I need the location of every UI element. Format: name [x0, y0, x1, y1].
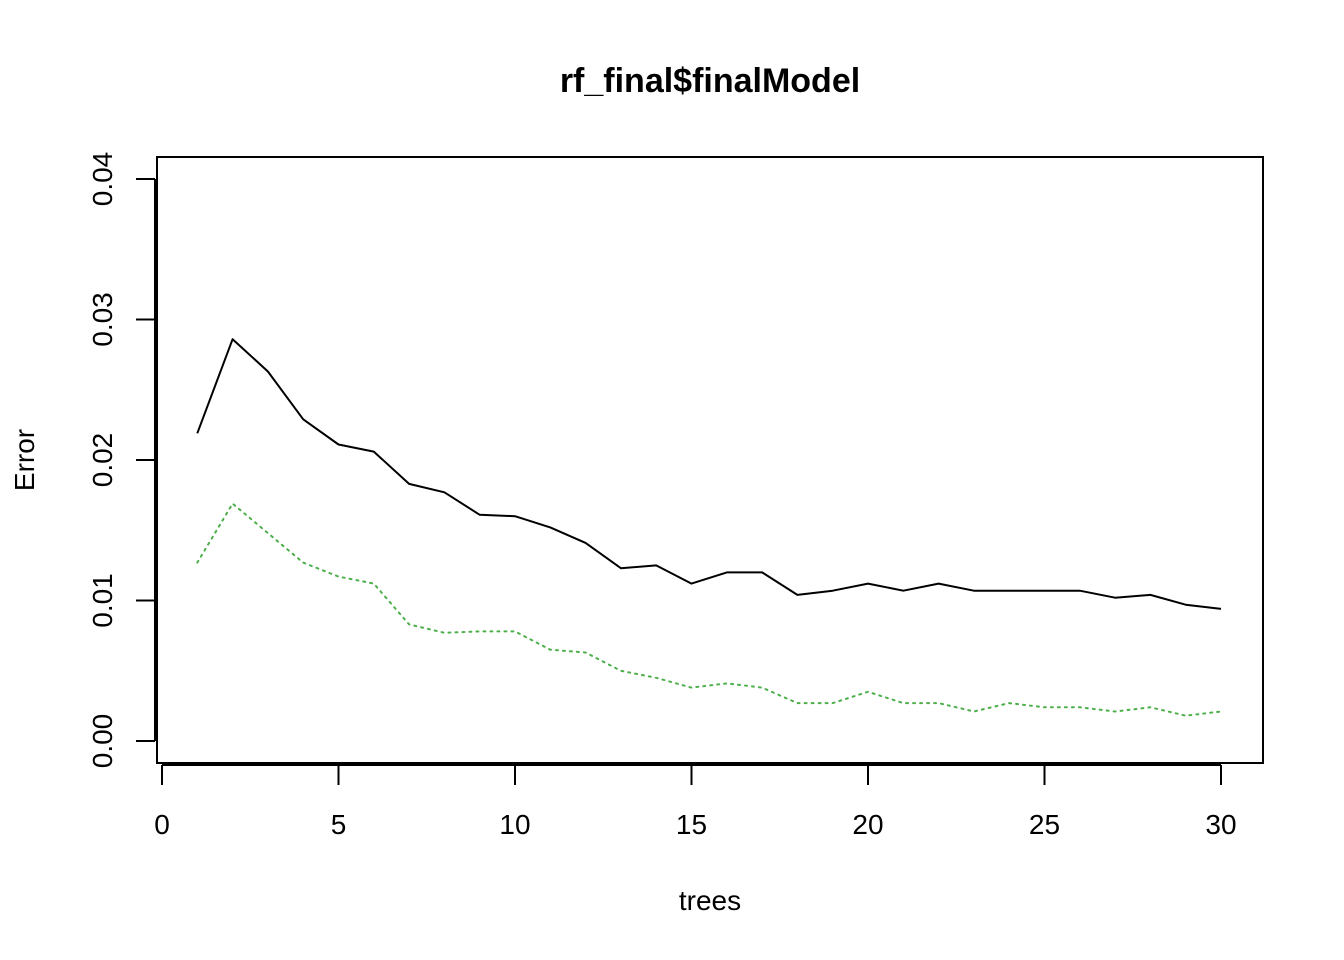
series-line-1 — [196, 338, 1222, 610]
y-axis: 0.00 0.01 0.02 0.03 0.04 — [87, 152, 156, 769]
x-tick-label: 0 — [154, 809, 170, 840]
y-tick-label: 0.00 — [87, 714, 118, 769]
chart-title: rf_final$finalModel — [560, 62, 860, 100]
x-tick-label: 20 — [852, 809, 883, 840]
y-tick-label: 0.01 — [87, 573, 118, 628]
x-tick-label: 30 — [1205, 809, 1236, 840]
y-tick-label: 0.02 — [87, 433, 118, 488]
x-axis: 0 5 10 15 20 25 30 — [154, 764, 1237, 840]
x-tick-label: 25 — [1029, 809, 1060, 840]
x-tick-label: 5 — [331, 809, 347, 840]
series-layer — [196, 338, 1222, 717]
x-tick-label: 10 — [499, 809, 530, 840]
y-tick-label: 0.03 — [87, 292, 118, 347]
x-axis-label: trees — [679, 885, 741, 916]
x-tick-label: 15 — [676, 809, 707, 840]
y-axis-label: Error — [9, 429, 40, 491]
series-line-2 — [196, 502, 1222, 717]
y-tick-label: 0.04 — [87, 152, 118, 207]
plot-box — [156, 156, 1264, 764]
